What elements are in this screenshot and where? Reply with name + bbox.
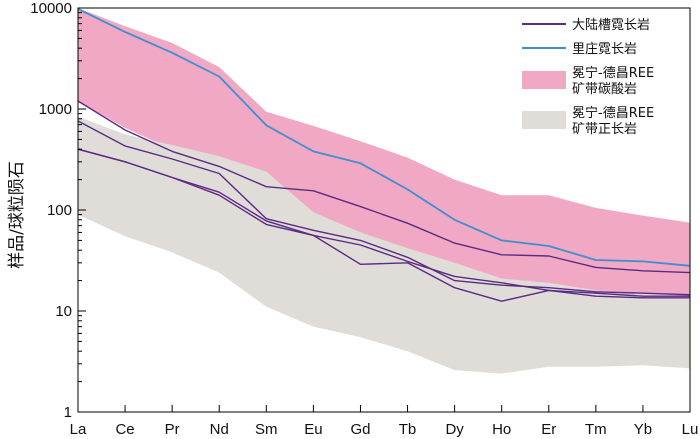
y-tick-label: 10000 [30,0,72,17]
x-tick-label-ce: Ce [115,421,134,438]
x-tick-label-ho: Ho [492,421,511,438]
band-carbonatite [78,8,690,297]
x-tick-label-gd: Gd [350,421,370,438]
x-tick-label-lu: Lu [682,421,699,438]
series-dalucao-2 [77,120,691,296]
band-layer [78,8,690,374]
y-tick-label: 10 [55,303,72,320]
series-lizhuang [77,8,691,267]
x-tick-label-eu: Eu [304,421,322,438]
series-layer [77,8,691,302]
legend-label-line: 矿带碳酸岩 [572,82,637,97]
series-dalucao-1 [77,100,691,274]
legend-label-line: 冕宁-德昌REE [572,105,654,121]
x-tick-label-tm: Tm [585,421,607,438]
legend-label: 冕宁-德昌REE 矿带碳酸岩 [572,65,654,97]
axes-layer: 1 10 100 1000 10000 La Ce Pr Nd Sm Eu Gd Tb Dy Ho Er Tm Y… [30,0,698,438]
x-tick-label-dy: Dy [445,421,464,438]
x-tick-label-nd: Nd [210,421,229,438]
x-tick-label-er: Er [541,421,556,438]
x-tick-label-yb: Yb [634,421,652,438]
legend-label: 里庄霓长岩 [572,41,637,57]
x-tick-label-sm: Sm [255,421,278,438]
legend-label: 冕宁-德昌REE 矿带正长岩 [572,105,654,137]
series-dalucao-4 [77,148,690,302]
x-tick-label-tb: Tb [399,421,417,438]
legend-swatch-patch [522,111,566,129]
y-tick-label: 1000 [39,101,72,118]
x-tick-label-la: La [70,421,87,438]
band-syenite [78,116,690,374]
x-tick-label-pr: Pr [165,421,180,438]
y-tick-label: 100 [47,202,72,219]
legend-label-line: 矿带正长岩 [572,122,637,137]
legend-label-line: 冕宁-德昌REE [572,65,654,81]
y-tick-label: 1 [64,404,72,421]
y-axis-title: 样品/球粒陨石 [7,161,27,269]
legend-label: 大陆槽霓长岩 [572,17,650,33]
legend-swatch-patch [522,71,566,89]
